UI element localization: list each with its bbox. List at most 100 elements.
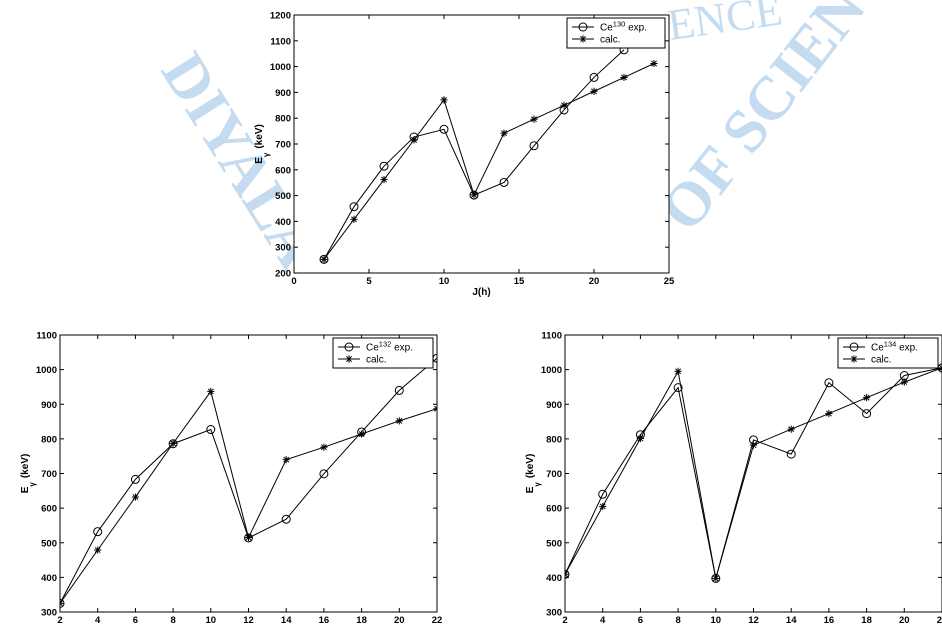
legend-marker-exp [849,342,859,352]
series-group [565,363,942,583]
x-tick-label: 4 [600,615,606,624]
y-tick-label: 800 [275,114,291,125]
x-tick-label: 15 [514,276,525,287]
y-tick-label: 600 [546,504,562,515]
legend-marker-calc [345,355,353,363]
chart-top: 0 5 10 15 20 25 200 300 400 500 600 700 800 900 1000 11… [240,0,680,310]
y-tick-label: 600 [275,165,291,176]
data-point-exp [824,378,834,388]
data-point-exp [469,190,479,200]
data-point-calc [560,101,568,109]
x-tick-label: 16 [319,615,330,624]
data-point-exp [598,489,608,499]
y-tick-label: 700 [275,140,291,151]
data-point-calc [636,434,644,443]
data-point-calc [358,430,366,438]
chart-bottom-right: 2 4 6 8 10 12 14 16 18 20 22 300 400 500 600 700 800 900 1… [500,318,942,629]
y-tick-label: 1000 [541,365,562,376]
data-point-calc [650,59,658,68]
data-point-exp [93,527,103,537]
y-tick-label: 500 [546,538,562,549]
y-tick-label: 800 [41,434,57,445]
data-point-calc [900,378,908,386]
chart-top-svg: 0 5 10 15 20 25 200 300 400 500 600 700 800 900 1000 11… [254,11,675,299]
y-tick-label: 900 [546,400,562,411]
y-tick-label: 300 [275,243,291,254]
legend-marker-exp [578,22,588,32]
data-point-exp [244,533,253,543]
series-line-exp [565,367,942,579]
series-line-calc [323,63,655,260]
watermark-text-top: ENCE [665,0,786,50]
chart-bottom-left-svg: 2 4 6 8 10 12 14 16 18 20 22 300 400 500 600 700 800 900 1… [20,331,442,629]
legend-label: Ce134 exp. [871,340,918,354]
data-point-calc [440,96,448,104]
x-tick-label: 8 [170,615,175,624]
svg-text:Eγ(keV): Eγ(keV) [254,124,271,164]
x-tick-label: 10 [711,615,722,624]
data-point-exp [60,598,65,608]
data-point-calc [590,87,598,95]
legend: Ce134 exp.calc. [837,337,939,369]
x-tick-label: 0 [291,276,296,287]
data-point-calc [433,405,437,413]
y-tick-label: 700 [41,469,57,480]
y-tick-label: 900 [275,88,291,99]
data-point-calc [599,502,607,510]
data-point-exp [319,254,329,264]
series-group [319,45,658,264]
y-tick-label: 1000 [270,62,291,73]
y-tick-label: 600 [41,504,57,515]
data-point-calc [320,443,328,451]
data-point-calc [350,215,358,223]
data-point-exp [394,385,404,395]
x-tick-label: 10 [206,615,217,624]
svg-text:Eγ(keV): Eγ(keV) [20,454,37,494]
data-point-exp [319,469,329,479]
data-point-exp [589,72,599,82]
y-tick-label: 400 [275,217,291,228]
data-point-exp [499,177,509,187]
data-point-exp [130,474,140,484]
data-point-calc [787,425,795,433]
data-point-calc [244,533,253,542]
y-tick-label: 1100 [541,331,562,342]
data-point-calc [712,574,720,583]
data-point-exp [439,124,449,134]
data-point-calc [395,417,403,425]
x-tick-label: 20 [394,615,405,624]
y-axis-label: Eγ(keV) [525,454,542,494]
y-tick-label: 1100 [36,331,57,342]
data-point-calc [207,387,215,396]
data-point-exp [862,409,872,419]
x-tick-label: 10 [439,276,450,287]
data-point-calc [60,599,64,607]
y-tick-label: 200 [275,269,291,280]
x-tick-label: 5 [366,276,372,287]
legend-label: calc. [600,35,621,46]
y-tick-label: 400 [41,573,57,584]
x-tick-label: 18 [861,615,872,624]
x-tick-label: 25 [664,276,675,287]
x-axis-label: J(h) [472,287,490,298]
data-point-exp [565,569,570,579]
x-tick-label: 2 [57,615,62,624]
data-point-calc [470,191,478,199]
chart-bottom-left: 2 4 6 8 10 12 14 16 18 20 22 300 400 500 600 700 800 900 1… [0,318,450,629]
data-point-calc [863,394,871,402]
data-point-calc [674,367,682,375]
y-tick-label: 300 [546,608,562,619]
x-tick-label: 6 [638,615,643,624]
x-tick-label: 18 [356,615,367,624]
y-tick-label: 400 [546,573,562,584]
y-tick-label: 900 [41,400,57,411]
data-point-calc [410,136,418,144]
legend-box [566,17,666,49]
x-tick-label: 22 [937,615,942,624]
data-point-calc [131,493,139,501]
y-tick-label: 800 [546,434,562,445]
data-point-calc [565,570,569,578]
data-point-calc [530,115,538,123]
legend-marker-calc [579,35,587,43]
x-tick-label: 12 [243,615,254,624]
